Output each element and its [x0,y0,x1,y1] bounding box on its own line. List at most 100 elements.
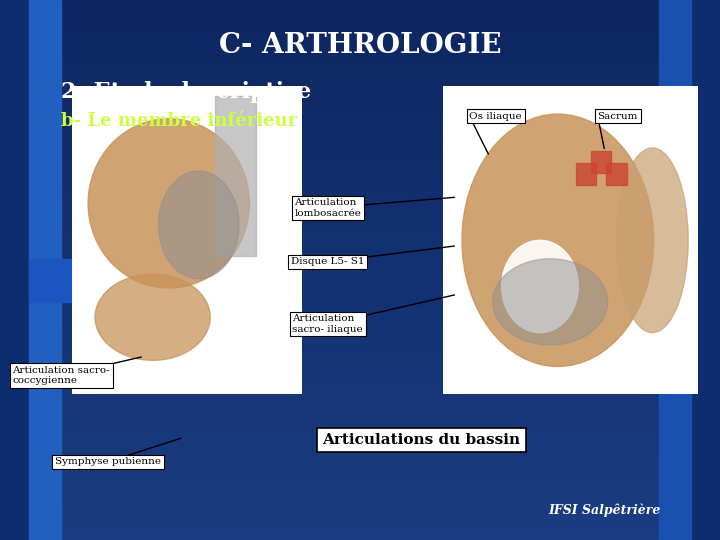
Bar [0,22,720,24]
Bar [0,219,720,221]
Ellipse shape [95,274,210,360]
Bar [606,163,627,185]
Bar [691,0,720,540]
Bar [0,489,720,491]
Bar [591,151,611,173]
Bar [0,427,720,429]
Bar [0,454,720,456]
Bar [0,81,720,84]
Bar [0,475,720,478]
Bar [0,413,720,416]
Bar [0,259,720,262]
Bar [0,105,720,108]
Bar [0,359,720,362]
Bar [0,338,720,340]
Bar [0,254,720,256]
Bar [0,491,720,494]
Bar [0,192,720,194]
Bar [0,148,720,151]
Bar [0,184,720,186]
Bar [29,259,86,302]
Bar [0,351,720,354]
Bar [0,402,720,405]
Bar [0,265,720,267]
Text: C- ARTHROLOGIE: C- ARTHROLOGIE [219,32,501,59]
Bar [0,483,720,486]
Bar [0,432,720,435]
Bar [0,446,720,448]
Bar [0,464,720,467]
Text: Os iliaque: Os iliaque [469,112,522,120]
Bar [0,59,720,62]
Bar [0,0,720,3]
Bar [0,216,720,219]
Text: b- Le membre inférieur: b- Le membre inférieur [61,112,297,131]
Bar [0,467,720,470]
Bar [0,313,720,316]
Bar [0,127,720,130]
Bar [0,443,720,445]
Bar [0,5,720,8]
Bar [0,392,720,394]
Bar [0,46,720,49]
Bar [0,472,720,475]
Bar [0,346,720,348]
Bar [0,319,720,321]
Bar [0,162,720,165]
Bar [0,316,720,319]
Bar [0,103,720,105]
Bar [0,324,720,327]
Bar [0,246,720,248]
Bar [0,386,720,389]
Bar [0,435,720,437]
Bar [0,300,720,302]
Bar [0,76,720,78]
Bar [0,262,720,265]
Bar [0,3,720,5]
Bar [0,49,720,51]
Bar [0,0,29,540]
Bar [0,478,720,481]
Bar [0,286,720,289]
Bar [0,181,720,184]
Bar [0,40,720,43]
Bar [0,524,720,526]
Bar [0,486,720,489]
Bar [0,92,720,94]
Bar [0,100,720,103]
Bar [0,378,720,381]
Ellipse shape [88,119,249,288]
Bar [0,294,720,297]
Bar [0,502,720,505]
Bar [0,505,720,508]
Text: Articulation
sacro- iliaque: Articulation sacro- iliaque [292,314,363,334]
Bar [0,94,720,97]
Bar [0,230,720,232]
Bar [0,24,720,27]
Bar [0,373,720,375]
Bar [0,173,720,176]
Ellipse shape [502,240,578,333]
Ellipse shape [492,259,608,345]
Bar [0,394,720,397]
Bar [0,535,720,537]
Bar [0,124,720,127]
Bar [0,494,720,497]
Text: Articulation
lombosacrée: Articulation lombosacrée [294,198,361,218]
Bar [0,308,720,310]
Bar [0,513,720,516]
Bar [0,108,720,111]
Bar [0,157,720,159]
Bar [0,381,720,383]
Bar [0,335,720,338]
Bar [0,89,720,92]
Bar [0,30,720,32]
Bar [0,389,720,392]
Bar [0,275,720,278]
Bar [0,8,720,11]
Bar [0,510,720,513]
Text: 2- Etude descriptive: 2- Etude descriptive [61,81,312,103]
Bar [0,176,720,178]
Bar [0,205,720,208]
Bar [0,292,720,294]
